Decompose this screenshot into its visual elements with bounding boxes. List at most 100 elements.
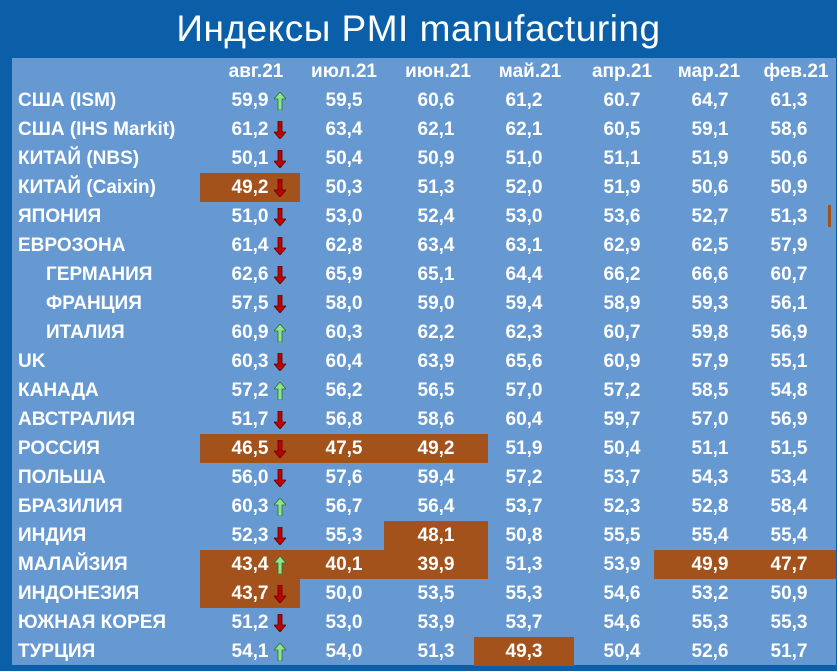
value-cell: 58,0: [288, 289, 400, 318]
pmi-value: 51,3: [417, 641, 455, 662]
pmi-value: 60,9: [231, 322, 269, 343]
country-name: КИТАЙ (NBS): [18, 148, 140, 169]
table-panel: авг.21 июл.21 июн.21 май.21 апр.21 мар.21 фев.…: [12, 58, 836, 666]
value-cell: 53,9: [384, 608, 488, 637]
pmi-value: 43,4: [231, 554, 269, 575]
pmi-value: 56,9: [770, 409, 808, 430]
country-name: РОССИЯ: [18, 438, 100, 459]
value-cell: 55,3: [654, 608, 766, 637]
arrow-down-icon: [273, 149, 287, 169]
pmi-value: 53,7: [603, 467, 641, 488]
value-cell: 51,1: [654, 434, 766, 463]
value-cell: 65,6: [474, 347, 574, 376]
value-cell: 57,2: [474, 463, 574, 492]
pmi-value: 66,2: [603, 264, 641, 285]
value-cell: 54,0: [288, 637, 400, 666]
column-header: июл.21: [311, 61, 377, 82]
pmi-value: 53,7: [505, 496, 543, 517]
value-cell: 53,7: [570, 463, 674, 492]
pmi-value: 61,2: [231, 119, 269, 140]
value-cell: 57,0: [474, 376, 574, 405]
pmi-value: 57,6: [325, 467, 363, 488]
arrow-down-icon: [273, 207, 287, 227]
value-cell: 54,3: [654, 463, 766, 492]
value-cell: 50,9: [742, 579, 836, 608]
pmi-value: 63,4: [417, 235, 455, 256]
table-row: АВСТРАЛИЯ 51,7 56,8 58,6 60,4 59,7 57,0 56,9: [12, 405, 836, 434]
value-cell: 60,4: [474, 405, 574, 434]
value-cell: 51,7: [742, 637, 836, 666]
value-cell: 58,5: [654, 376, 766, 405]
value-cell: 51,9: [654, 144, 766, 173]
pmi-value: 57,2: [505, 467, 543, 488]
pmi-value: 60.7: [603, 90, 641, 111]
value-cell: 51,0: [474, 144, 574, 173]
value-cell: 52,4: [384, 202, 488, 231]
value-cell: 51,2: [200, 608, 300, 637]
value-cell: 56,7: [288, 492, 400, 521]
pmi-value: 60,3: [325, 322, 363, 343]
pmi-value: 49,2: [417, 438, 455, 459]
arrow-down-icon: [273, 178, 287, 198]
table-row: ПОЛЬША 56,0 57,6 59,4 57,2 53,7 54,3 53,4: [12, 463, 836, 492]
value-cell: 59,7: [570, 405, 674, 434]
pmi-value: 51,3: [770, 206, 808, 227]
value-cell: 61,4: [200, 231, 300, 260]
value-cell: 51,9: [570, 173, 674, 202]
pmi-value: 52,8: [691, 496, 729, 517]
value-cell: 50,0: [288, 579, 400, 608]
value-cell: 52,3: [570, 492, 674, 521]
pmi-value: 52,0: [505, 177, 543, 198]
value-cell: 61,2: [474, 86, 574, 115]
column-header: фев.21: [763, 61, 829, 82]
arrow-down-icon: [273, 265, 287, 285]
value-cell: 50,8: [474, 521, 574, 550]
pmi-value: 60,6: [417, 90, 455, 111]
pmi-value: 64,4: [505, 264, 543, 285]
pmi-value: 58,4: [770, 496, 808, 517]
value-cell: 53,0: [474, 202, 574, 231]
value-cell: 55,3: [474, 579, 574, 608]
value-cell: 59,4: [384, 463, 488, 492]
value-cell: 56,0: [200, 463, 300, 492]
value-cell: 50,4: [570, 637, 674, 666]
value-cell: 53,7: [474, 608, 574, 637]
pmi-value: 50,4: [603, 438, 641, 459]
pmi-value: 55,4: [691, 525, 729, 546]
value-cell: 50,4: [288, 144, 400, 173]
value-cell: 60,7: [570, 318, 674, 347]
country-name: ЮЖНАЯ КОРЕЯ: [18, 612, 167, 633]
country-name: США (IHS Markit): [18, 119, 176, 140]
pmi-value: 65,9: [325, 264, 363, 285]
pmi-value: 61,3: [770, 90, 808, 111]
country-name: БРАЗИЛИЯ: [18, 496, 123, 517]
pmi-value: 50,3: [325, 177, 363, 198]
value-cell: 51,9: [474, 434, 574, 463]
table-row: РОССИЯ 46,5 47,5 49,2 51,9 50,4 51,1 51,5: [12, 434, 836, 463]
country-name: ПОЛЬША: [18, 467, 106, 488]
pmi-value: 49,2: [231, 177, 269, 198]
pmi-value: 52,4: [417, 206, 455, 227]
value-cell: 56,8: [288, 405, 400, 434]
value-cell: 57,2: [200, 376, 300, 405]
pmi-value: 59,8: [691, 322, 729, 343]
pmi-value: 60,7: [770, 264, 808, 285]
value-cell: 61,3: [742, 86, 836, 115]
country-name: КАНАДА: [18, 380, 99, 401]
value-cell: 53,7: [474, 492, 574, 521]
pmi-value: 49,3: [505, 641, 543, 662]
pmi-value: 62,6: [231, 264, 269, 285]
arrow-down-icon: [273, 294, 287, 314]
pmi-value: 63,1: [505, 235, 543, 256]
pmi-value: 57,9: [691, 351, 729, 372]
table-row: США (ISM) 59,9 59,5 60,6 61,2 60.7 64,7 61,3: [12, 86, 836, 115]
value-cell: 52,3: [200, 521, 300, 550]
country-name: ЕВРОЗОНА: [18, 235, 126, 256]
country-name: ФРАНЦИЯ: [46, 293, 142, 314]
pmi-value: 55,3: [770, 612, 808, 633]
pmi-value: 62,9: [603, 235, 641, 256]
value-cell: 61,2: [200, 115, 300, 144]
value-cell-highlighted: 49,2: [200, 173, 300, 202]
value-cell: 62,2: [384, 318, 488, 347]
pmi-value: 52,3: [231, 525, 269, 546]
